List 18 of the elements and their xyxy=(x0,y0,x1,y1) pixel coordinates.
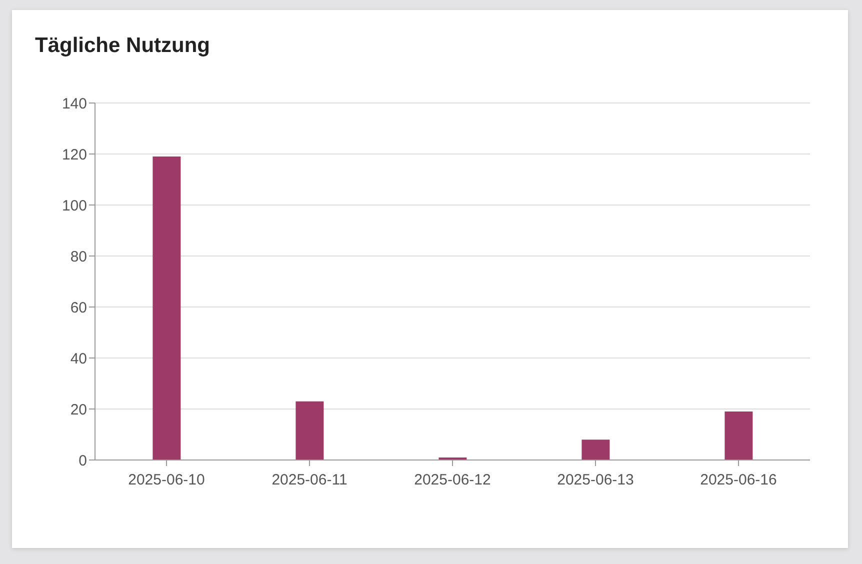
x-tick-label: 2025-06-10 xyxy=(128,472,205,489)
chart-title: Tägliche Nutzung xyxy=(35,34,210,58)
bar xyxy=(582,440,610,460)
x-tick-label: 2025-06-11 xyxy=(272,472,348,489)
bar xyxy=(296,401,324,460)
y-tick-label: 40 xyxy=(70,350,87,368)
bar xyxy=(152,156,181,460)
x-tick-label: 2025-06-16 xyxy=(700,472,777,489)
y-tick-label: 120 xyxy=(62,146,87,164)
y-tick-label: 0 xyxy=(78,452,87,470)
y-tick-label: 80 xyxy=(70,248,87,266)
y-tick-label: 60 xyxy=(70,299,87,316)
bar xyxy=(724,412,753,460)
y-tick-label: 100 xyxy=(62,197,87,214)
y-tick-label: 20 xyxy=(70,401,87,418)
x-tick-label: 2025-06-12 xyxy=(414,472,491,489)
x-tick-label: 2025-06-13 xyxy=(557,472,634,489)
y-tick-label: 140 xyxy=(62,95,87,112)
